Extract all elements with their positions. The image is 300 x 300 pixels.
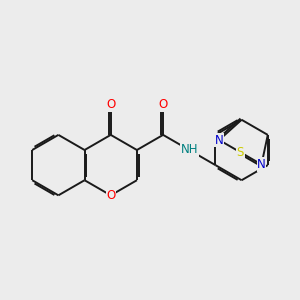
Text: NH: NH [181,143,198,157]
Text: O: O [158,98,168,111]
Text: O: O [106,98,116,111]
Text: N: N [257,158,266,171]
Text: S: S [237,146,244,159]
Text: O: O [106,189,116,202]
Text: N: N [215,134,224,146]
